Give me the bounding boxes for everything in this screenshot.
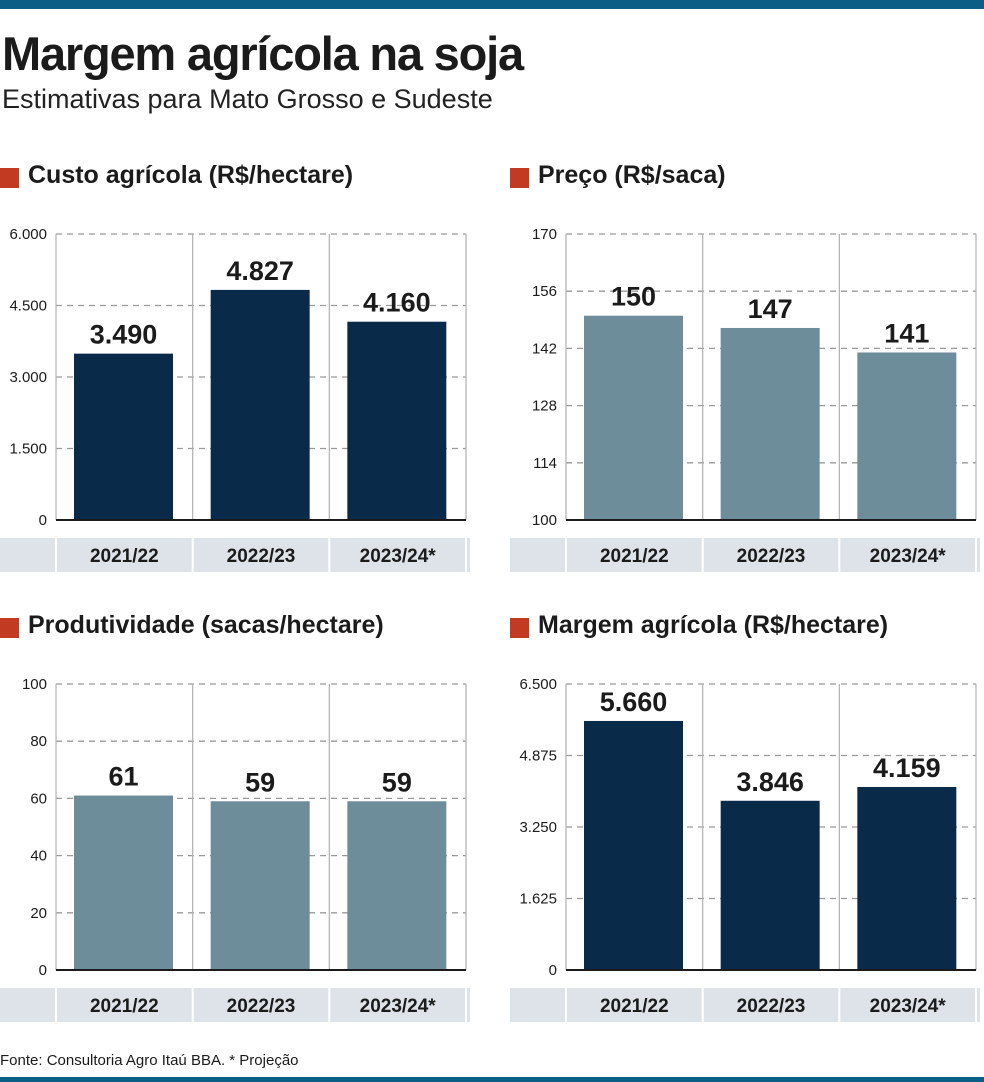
value-label: 4.160 xyxy=(363,288,431,318)
value-label: 59 xyxy=(382,767,412,797)
value-label: 4.827 xyxy=(226,256,294,286)
category-band xyxy=(510,538,980,572)
category-label: 2022/23 xyxy=(227,546,296,567)
bar xyxy=(720,327,820,520)
value-label: 150 xyxy=(611,282,656,312)
category-label: 2022/23 xyxy=(737,996,806,1017)
bottom-rule xyxy=(0,1077,984,1082)
bar xyxy=(857,352,957,520)
value-label: 61 xyxy=(108,762,138,792)
category-label: 2021/22 xyxy=(600,546,669,567)
accent-square-icon xyxy=(510,168,529,188)
y-tick-label: 1.500 xyxy=(9,441,47,458)
value-label: 4.159 xyxy=(873,753,941,783)
chart-custo: 0 1.500 3.000 4.500 6.000 3.490 2021/22 4.827 20… xyxy=(0,226,470,572)
y-tick-label: 6.500 xyxy=(519,676,557,693)
bar xyxy=(584,315,683,520)
y-tick-label: 0 xyxy=(39,962,47,979)
y-tick-label: 4.875 xyxy=(519,748,557,765)
accent-square-icon xyxy=(0,168,19,188)
category-band xyxy=(510,988,980,1022)
chart-title: Produtividade (sacas/hectare) xyxy=(28,611,384,639)
category-label: 2023/24* xyxy=(870,996,947,1017)
chart-title: Preço (R$/saca) xyxy=(538,161,726,189)
y-tick-label: 100 xyxy=(22,676,47,693)
y-tick-label: 6.000 xyxy=(9,226,47,243)
chart-preco: 100 114 128 142 156 170 150 2021/22 147 2022/23 14… xyxy=(510,226,980,572)
panel-header: Produtividade (sacas/hectare) xyxy=(0,608,470,648)
bar xyxy=(74,795,173,970)
bar xyxy=(720,800,820,970)
panel-header: Margem agrícola (R$/hectare) xyxy=(510,608,980,648)
category-label: 2021/22 xyxy=(90,996,159,1017)
y-tick-label: 156 xyxy=(532,283,557,300)
accent-square-icon xyxy=(0,618,19,638)
category-label: 2023/24* xyxy=(870,546,947,567)
y-tick-label: 114 xyxy=(533,455,557,472)
y-tick-label: 40 xyxy=(30,848,47,865)
chart-title: Custo agrícola (R$/hectare) xyxy=(28,161,354,189)
y-tick-label: 0 xyxy=(549,962,557,979)
panel-header: Preço (R$/saca) xyxy=(510,158,980,198)
chart-panel-preco: Preço (R$/saca) 100 114 128 142 156 170 150 202… xyxy=(510,158,980,578)
y-tick-label: 20 xyxy=(30,905,47,922)
category-label: 2021/22 xyxy=(600,996,669,1017)
y-tick-label: 4.500 xyxy=(9,298,47,315)
y-tick-label: 3.250 xyxy=(519,819,557,836)
bar xyxy=(347,321,447,520)
y-tick-label: 80 xyxy=(30,733,47,750)
chart-margem: 0 1.625 3.250 4.875 6.500 5.660 2021/22 3.846 20… xyxy=(510,676,980,1022)
value-label: 141 xyxy=(884,318,929,348)
y-tick-label: 128 xyxy=(532,398,557,415)
y-tick-label: 100 xyxy=(532,512,557,529)
category-label: 2023/24* xyxy=(360,546,437,567)
bar xyxy=(74,353,173,520)
panel-header: Custo agrícola (R$/hectare) xyxy=(0,158,470,198)
chart-panel-margem: Margem agrícola (R$/hectare) 0 1.625 3.250… xyxy=(510,608,980,1028)
y-tick-label: 1.625 xyxy=(519,891,557,908)
y-tick-label: 0 xyxy=(39,512,47,529)
y-tick-label: 142 xyxy=(532,340,557,357)
bar xyxy=(347,801,447,970)
bar xyxy=(584,720,683,970)
category-band xyxy=(0,988,470,1022)
page-title: Margem agrícola na soja xyxy=(2,27,524,80)
chart-panel-custo: Custo agrícola (R$/hectare) 0 1.500 3.000 4… xyxy=(0,158,470,578)
value-label: 3.846 xyxy=(736,767,804,797)
chart-title: Margem agrícola (R$/hectare) xyxy=(538,611,889,639)
category-label: 2022/23 xyxy=(227,996,296,1017)
top-rule xyxy=(0,0,984,9)
category-label: 2021/22 xyxy=(90,546,159,567)
value-label: 3.490 xyxy=(90,320,158,350)
chart-produtividade: 0 20 40 60 80 100 61 2021/22 59 2022/23 59 2023/24* xyxy=(0,676,470,1022)
y-tick-label: 3.000 xyxy=(9,369,47,386)
page-subtitle: Estimativas para Mato Grosso e Sudeste xyxy=(2,84,493,114)
value-label: 59 xyxy=(245,767,275,797)
chart-panel-produtividade: Produtividade (sacas/hectare) 0 20 40 60 80 1… xyxy=(0,608,470,1028)
category-band xyxy=(0,538,470,572)
category-label: 2023/24* xyxy=(360,996,437,1017)
accent-square-icon xyxy=(510,618,529,638)
bar xyxy=(210,801,310,970)
y-tick-label: 170 xyxy=(532,226,557,243)
category-label: 2022/23 xyxy=(737,546,806,567)
source-note: Fonte: Consultoria Agro Itaú BBA. * Proj… xyxy=(0,1052,299,1069)
value-label: 147 xyxy=(748,294,793,324)
bar xyxy=(857,787,957,970)
value-label: 5.660 xyxy=(600,687,668,717)
bar xyxy=(210,289,310,520)
y-tick-label: 60 xyxy=(30,790,47,807)
